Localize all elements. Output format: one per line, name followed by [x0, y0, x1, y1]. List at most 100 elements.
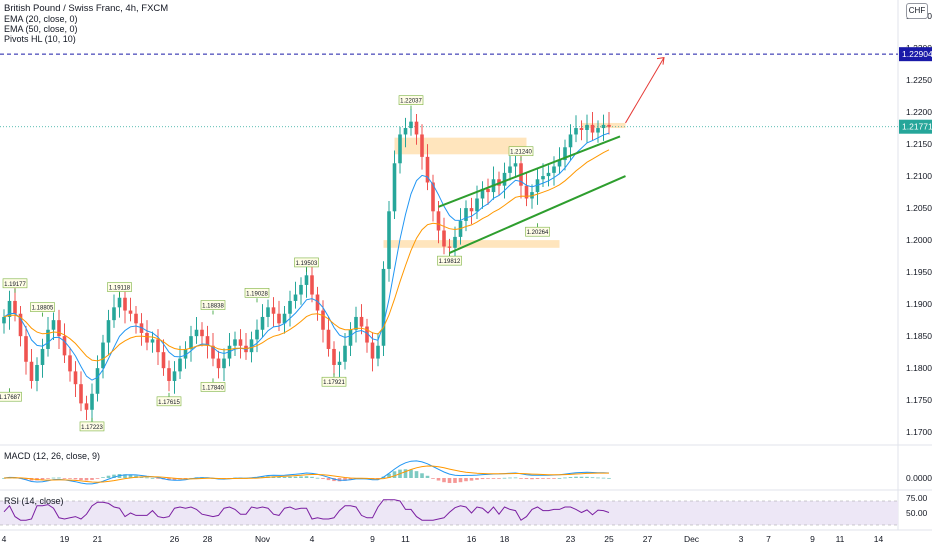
pivot-tag [294, 257, 319, 268]
macd-histogram-bar [486, 478, 490, 479]
currency-button[interactable]: CHF [906, 3, 928, 19]
time-tick-label: 21 [93, 534, 103, 544]
macd-histogram-bar [293, 476, 298, 478]
candle-body [315, 294, 320, 311]
rsi-legend[interactable]: RSI (14, close) [4, 496, 64, 506]
candle-body [552, 166, 556, 173]
macd-histogram-bar [414, 471, 419, 478]
pivot-tag [321, 376, 347, 387]
candle-body [255, 329, 259, 340]
candle-body [299, 284, 303, 295]
candle-body [7, 300, 12, 317]
candle-body [563, 147, 567, 161]
pivot-label: 1.17921 [323, 380, 345, 386]
candle-body [535, 179, 540, 193]
macd-histogram-bar [535, 478, 540, 479]
macd-histogram-bar [326, 478, 331, 481]
macd-histogram-bar [519, 478, 523, 479]
macd-histogram-bar [348, 478, 353, 480]
macd-histogram-bar [172, 478, 177, 481]
channel-trendline [438, 135, 621, 208]
ema50-line [3, 149, 610, 362]
symbol-title[interactable]: British Pound / Swiss Franc, 4h, FXCM [4, 3, 169, 14]
macd-histogram-bar [156, 478, 160, 479]
macd-histogram-bar [530, 478, 534, 480]
candle-body [145, 332, 149, 343]
macd-histogram-bar [491, 478, 496, 479]
pivot-label: 1.19118 [109, 286, 131, 292]
pivot-label: 1.19028 [246, 291, 268, 297]
candle-body [310, 275, 314, 295]
macd-signal-line [3, 465, 609, 483]
candle-body [200, 329, 204, 337]
pivot-tag [437, 255, 462, 266]
pivot-tag [200, 300, 226, 310]
candle-body [332, 348, 336, 365]
candle-body [46, 329, 50, 349]
last-price-label: 1.21771 [902, 122, 932, 132]
candle-body [579, 128, 584, 130]
candle-body [574, 128, 578, 135]
candle-body [282, 313, 287, 324]
time-tick-label: 19 [60, 534, 70, 544]
macd-histogram-bar [579, 476, 584, 478]
indicator-ema50[interactable]: EMA (50, close, 0) [4, 24, 78, 34]
time-tick-label: Nov [255, 534, 271, 544]
macd-histogram-bar [321, 478, 325, 479]
candle-body [40, 348, 45, 365]
candle-body [601, 124, 606, 129]
candle-body [321, 310, 325, 330]
candle-body [35, 364, 39, 381]
macd-histogram-bar [568, 477, 573, 478]
macd-histogram-bar [601, 477, 606, 479]
indicator-pivots[interactable]: Pivots HL (10, 10) [4, 34, 76, 44]
macd-histogram-bar [84, 478, 89, 481]
macd-histogram-bar [2, 478, 6, 479]
candle-body [101, 342, 105, 369]
macd-histogram-bar [299, 476, 303, 478]
price-tick-label: 1.21000 [906, 171, 932, 181]
candle-body [161, 352, 166, 369]
candle-body [343, 345, 347, 362]
price-tick-label: 1.19500 [906, 267, 932, 277]
macd-histogram-bar [57, 477, 61, 479]
candle-body [546, 172, 551, 177]
macd-histogram-bar [607, 477, 611, 479]
chart-legend: British Pound / Swiss Franc, 4h, FXCM EM… [4, 3, 169, 45]
macd-histogram-bar [403, 469, 408, 478]
candle-body [112, 307, 116, 321]
time-tick-label: 28 [203, 534, 213, 544]
macd-histogram-bar [387, 473, 391, 478]
price-tick-label: 1.20000 [906, 235, 932, 245]
macd-histogram-bar [464, 478, 468, 482]
indicator-ema20[interactable]: EMA (20, close, 0) [4, 14, 78, 24]
candle-body [249, 339, 254, 353]
macd-histogram-bar [128, 474, 133, 478]
candle-body [502, 172, 507, 186]
macd-histogram-bar [420, 473, 424, 478]
time-tick-label: 4 [310, 534, 315, 544]
projection-arrow-line [625, 57, 665, 124]
candle-body [178, 358, 182, 372]
macd-histogram-bar [546, 478, 551, 479]
macd-histogram-bar [51, 477, 56, 479]
candle-body [62, 336, 67, 356]
macd-histogram-bar [343, 478, 347, 481]
candle-body [205, 336, 210, 346]
macd-legend[interactable]: MACD (12, 26, close, 9) [4, 451, 101, 461]
candle-body [409, 121, 413, 129]
macd-histogram-bar [480, 478, 485, 480]
candle-body [211, 345, 215, 359]
candle-body [590, 124, 595, 133]
candle-body [387, 211, 391, 269]
pivot-label: 1.22037 [400, 99, 422, 105]
time-tick-label: 11 [401, 534, 410, 544]
pivot-label: 1.18805 [32, 306, 54, 312]
last-price-tag [899, 119, 932, 134]
macd-histogram-bar [90, 478, 94, 480]
macd-histogram-bar [557, 477, 562, 479]
pivot-label: 1.19503 [296, 261, 318, 267]
pivot-label: 1.17687 [0, 395, 21, 401]
candle-body [398, 134, 402, 164]
